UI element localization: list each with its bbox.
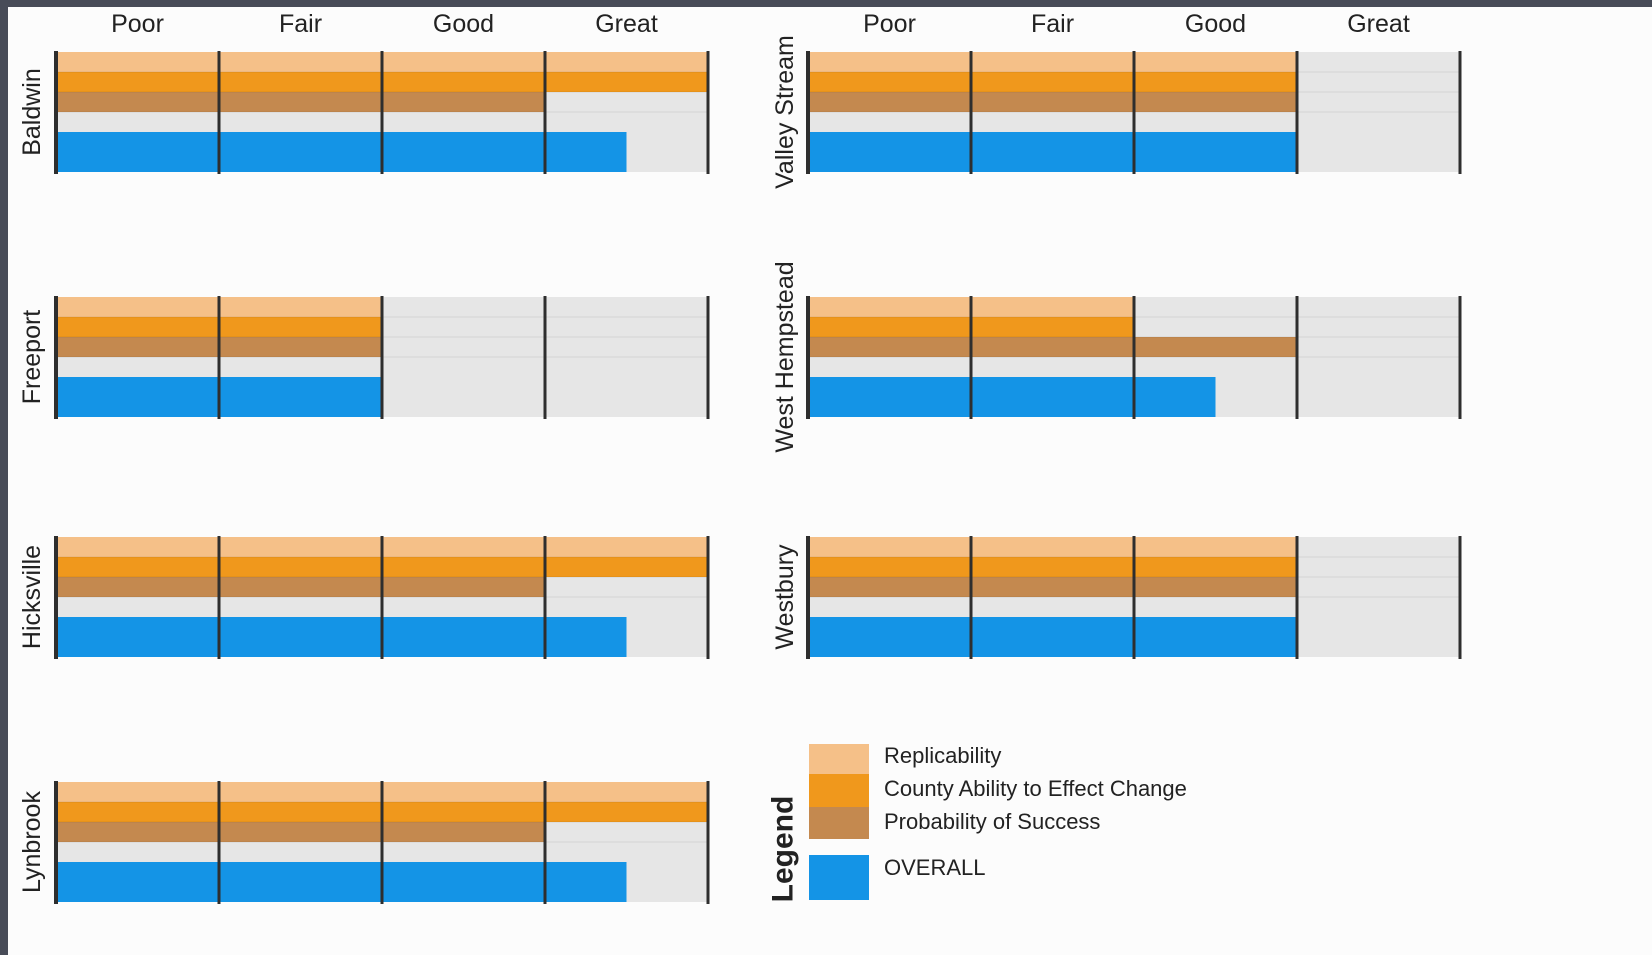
bar-overall bbox=[56, 862, 627, 902]
panel-freeport: Freeport bbox=[18, 296, 710, 419]
panel-west-hempstead: West Hempstead bbox=[771, 261, 1462, 453]
scale-label-poor-right: Poor bbox=[863, 10, 916, 38]
bar-overall bbox=[808, 617, 1297, 657]
panel-lynbrook: Lynbrook bbox=[18, 781, 710, 904]
scale-label-good-right: Good bbox=[1185, 10, 1246, 38]
location-label-west-hempstead: West Hempstead bbox=[771, 261, 799, 452]
bar-county-ability-to-effect-change bbox=[808, 557, 1297, 577]
legend-swatch-probability-of-success bbox=[809, 807, 869, 839]
scale-label-poor-left: Poor bbox=[111, 10, 164, 38]
location-label-baldwin: Baldwin bbox=[18, 68, 46, 156]
panel-valley-stream: Valley Stream bbox=[771, 35, 1462, 189]
bar-probability-of-success bbox=[808, 337, 1297, 357]
legend-label-probability-of-success: Probability of Success bbox=[884, 809, 1100, 834]
chart-frame: Poor Fair Good Great Poor Fair Good Great Baldw… bbox=[8, 7, 1652, 955]
location-label-westbury: Westbury bbox=[771, 544, 799, 650]
legend-label-replicability: Replicability bbox=[884, 743, 1001, 768]
bar-replicability bbox=[808, 537, 1297, 557]
bar-overall bbox=[808, 377, 1216, 417]
bar-probability-of-success bbox=[808, 92, 1297, 112]
bar-probability-of-success bbox=[56, 577, 545, 597]
legend: Legend Replicability County Ability to Eff… bbox=[767, 743, 1187, 902]
location-label-hicksville: Hicksville bbox=[18, 545, 46, 649]
location-label-valley-stream: Valley Stream bbox=[771, 35, 799, 189]
panel-baldwin: Baldwin bbox=[18, 51, 710, 174]
legend-title: Legend bbox=[767, 796, 800, 903]
legend-label-county-ability-to-effect-change: County Ability to Effect Change bbox=[884, 776, 1187, 801]
scale-label-great-right: Great bbox=[1347, 10, 1410, 38]
scale-label-good-left: Good bbox=[433, 10, 494, 38]
bar-county-ability-to-effect-change bbox=[808, 72, 1297, 92]
location-label-lynbrook: Lynbrook bbox=[18, 791, 46, 893]
scale-label-fair-right: Fair bbox=[1031, 10, 1074, 38]
bar-overall bbox=[56, 617, 627, 657]
scale-label-great-left: Great bbox=[595, 10, 658, 38]
bar-overall bbox=[56, 132, 627, 172]
chart-panels: Baldwin Valley Stream Freeport West Hempste… bbox=[18, 35, 1462, 904]
column-labels: Poor Fair Good Great Poor Fair Good Great bbox=[111, 10, 1410, 38]
bar-probability-of-success bbox=[808, 577, 1297, 597]
legend-swatch-overall bbox=[809, 855, 869, 900]
legend-swatch-replicability bbox=[809, 744, 869, 774]
location-label-freeport: Freeport bbox=[18, 310, 46, 405]
panel-hicksville: Hicksville bbox=[18, 536, 710, 659]
legend-label-overall: OVERALL bbox=[884, 855, 986, 880]
rating-chart: Poor Fair Good Great Poor Fair Good Great Baldw… bbox=[18, 10, 1462, 904]
bar-overall bbox=[808, 132, 1297, 172]
legend-swatch-county-ability-to-effect-change bbox=[809, 774, 869, 807]
bar-probability-of-success bbox=[56, 822, 545, 842]
bar-probability-of-success bbox=[56, 92, 545, 112]
scale-label-fair-left: Fair bbox=[279, 10, 322, 38]
bar-replicability bbox=[808, 52, 1297, 72]
panel-westbury: Westbury bbox=[771, 536, 1462, 659]
